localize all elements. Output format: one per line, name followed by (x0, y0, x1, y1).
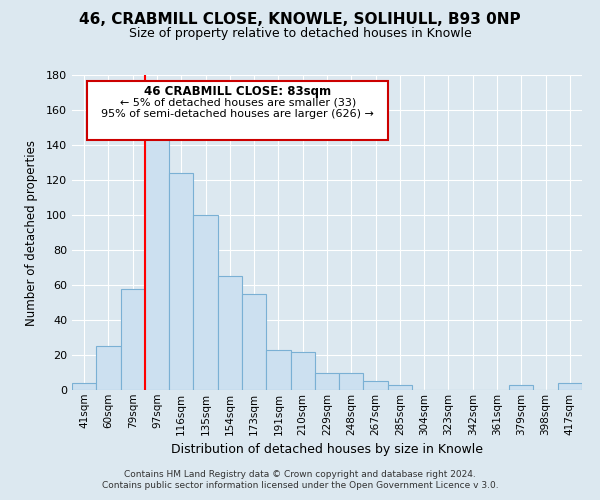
Bar (193, 215, 218, 390)
Bar (242, 294, 266, 390)
Text: 46 CRABMILL CLOSE: 83sqm: 46 CRABMILL CLOSE: 83sqm (144, 85, 331, 98)
Text: Contains HM Land Registry data © Crown copyright and database right 2024.: Contains HM Land Registry data © Crown c… (124, 470, 476, 479)
Bar (266, 350, 290, 390)
X-axis label: Distribution of detached houses by size in Knowle: Distribution of detached houses by size … (171, 443, 483, 456)
Text: Contains public sector information licensed under the Open Government Licence v : Contains public sector information licen… (101, 481, 499, 490)
Text: 46, CRABMILL CLOSE, KNOWLE, SOLIHULL, B93 0NP: 46, CRABMILL CLOSE, KNOWLE, SOLIHULL, B9… (79, 12, 521, 28)
Text: Size of property relative to detached houses in Knowle: Size of property relative to detached ho… (128, 28, 472, 40)
Bar (169, 173, 193, 390)
Bar (72, 383, 96, 390)
Bar (315, 372, 339, 390)
Bar (388, 385, 412, 390)
Text: 95% of semi-detached houses are larger (626) →: 95% of semi-detached houses are larger (… (101, 108, 374, 118)
Bar (145, 131, 169, 390)
Text: ← 5% of detached houses are smaller (33): ← 5% of detached houses are smaller (33) (119, 97, 356, 107)
Bar (509, 385, 533, 390)
Bar (218, 276, 242, 390)
Bar (364, 381, 388, 390)
Bar (339, 372, 364, 390)
Y-axis label: Number of detached properties: Number of detached properties (25, 140, 38, 326)
Bar (121, 288, 145, 390)
Bar (558, 383, 582, 390)
Bar (96, 346, 121, 390)
FancyBboxPatch shape (88, 82, 388, 140)
Bar (290, 352, 315, 390)
